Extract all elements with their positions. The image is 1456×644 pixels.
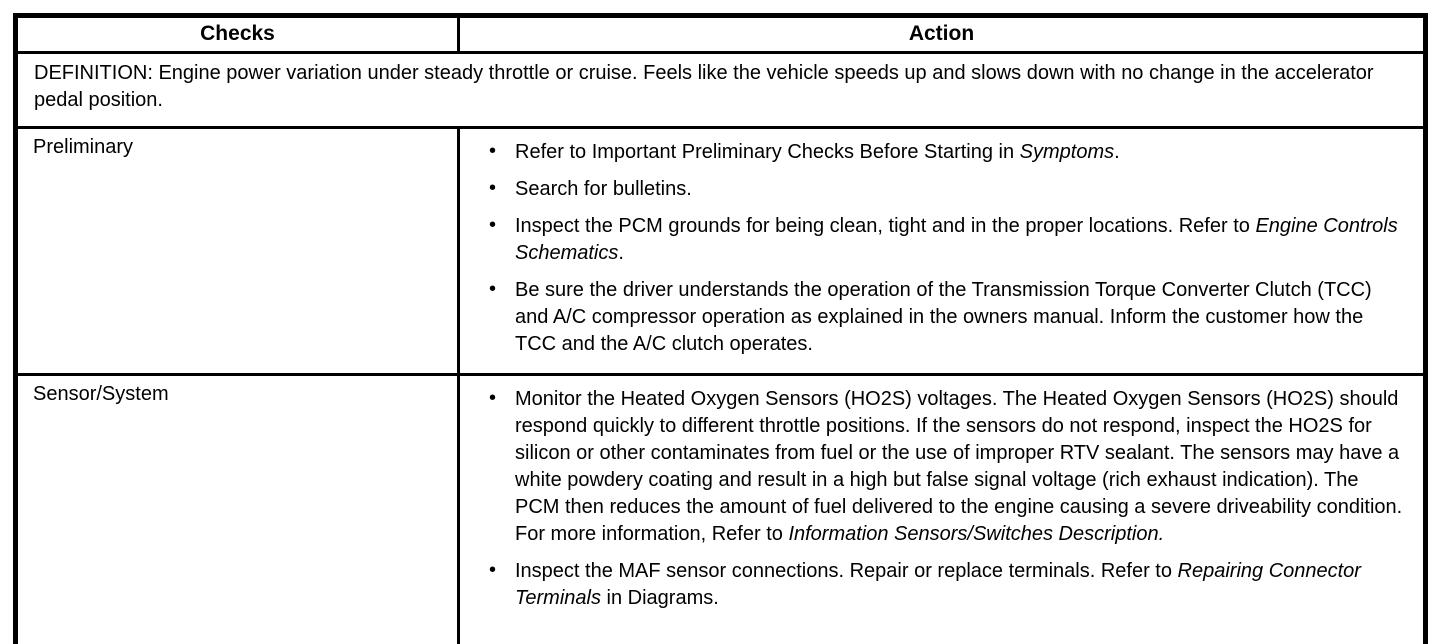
action-cell: • Refer to Important Preliminary Checks B… xyxy=(457,126,1427,376)
action-item: • Be sure the driver understands the oper… xyxy=(476,277,1403,358)
action-text: Refer to Important Preliminary Checks Be… xyxy=(515,141,1020,163)
action-list: • Refer to Important Preliminary Checks B… xyxy=(476,139,1403,358)
action-cell: • Monitor the Heated Oxygen Sensors (HO2S… xyxy=(457,373,1427,644)
bullet-icon: • xyxy=(489,559,497,581)
action-list: • Monitor the Heated Oxygen Sensors (HO2S… xyxy=(476,386,1403,612)
column-header-checks: Checks xyxy=(14,14,460,54)
action-text-italic: Engine Controls Schematics xyxy=(515,215,1398,264)
table-row: Preliminary • Refer to Important Prelimina… xyxy=(14,126,1427,376)
action-text: Be sure the driver understands the opera… xyxy=(515,279,1372,355)
action-text: in Diagrams. xyxy=(600,587,719,609)
diagnostic-checks-table: Checks Action DEFINITION: Engine power v… xyxy=(13,13,1428,644)
action-text: Search for bulletins. xyxy=(515,178,692,200)
header-row: Checks Action xyxy=(14,14,1427,54)
action-text: . xyxy=(618,242,624,264)
action-text: . xyxy=(1114,141,1120,163)
bullet-icon: • xyxy=(489,140,497,162)
definition-row: DEFINITION: Engine power variation under… xyxy=(14,51,1427,129)
column-header-action: Action xyxy=(457,14,1427,54)
bullet-icon: • xyxy=(489,387,497,409)
action-item: • Search for bulletins. xyxy=(476,176,1403,203)
check-cell: Preliminary xyxy=(14,126,460,376)
action-text-italic: Information Sensors/Switches Description… xyxy=(788,523,1165,545)
action-item: • Monitor the Heated Oxygen Sensors (HO2S… xyxy=(476,386,1403,548)
action-text-italic: Symptoms xyxy=(1019,141,1115,163)
bullet-icon: • xyxy=(489,177,497,199)
bullet-icon: • xyxy=(489,278,497,300)
action-text-italic: Repairing Connector Terminals xyxy=(515,560,1361,609)
check-cell: Sensor/System xyxy=(14,373,460,644)
action-item: • Refer to Important Preliminary Checks B… xyxy=(476,139,1403,166)
action-text: Monitor the Heated Oxygen Sensors (HO2S)… xyxy=(515,388,1403,545)
table-row: Sensor/System • Monitor the Heated Oxygen … xyxy=(14,373,1427,644)
definition-text: DEFINITION: Engine power variation under… xyxy=(14,51,1427,129)
table-body: DEFINITION: Engine power variation under… xyxy=(14,51,1427,644)
action-text: Inspect the PCM grounds for being clean,… xyxy=(515,215,1256,237)
action-item: • Inspect the MAF sensor connections. Rep… xyxy=(476,558,1403,612)
bullet-icon: • xyxy=(489,214,497,236)
action-text: Inspect the MAF sensor connections. Repa… xyxy=(515,560,1178,582)
action-item: • Inspect the PCM grounds for being clean… xyxy=(476,213,1403,267)
